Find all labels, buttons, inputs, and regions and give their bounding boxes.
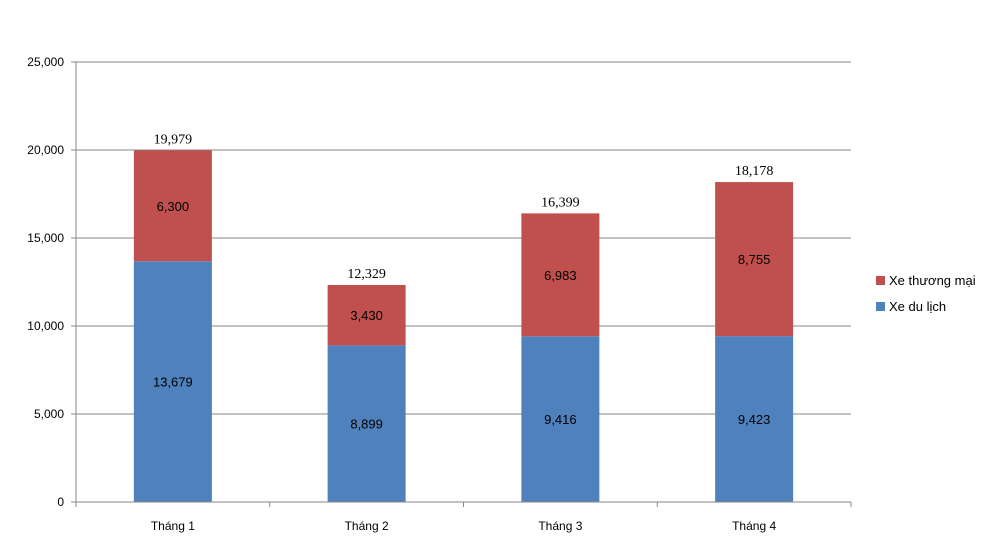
bar-segments xyxy=(133,150,794,502)
legend: Xe thương mại Xe du lịch xyxy=(876,273,976,314)
bar-segment xyxy=(133,261,212,502)
axes xyxy=(75,62,852,507)
legend-label: Xe thương mại xyxy=(889,273,976,288)
y-axis-ticks: 0 5,000 10,000 15,000 20,000 25,000 xyxy=(27,55,76,509)
segment-value-label: 6,983 xyxy=(544,268,577,283)
segment-value-label: 13,679 xyxy=(153,375,193,390)
x-axis-category-label: Tháng 4 xyxy=(732,519,776,533)
bar-segment xyxy=(133,150,212,262)
total-value-label: 12,329 xyxy=(347,267,386,282)
y-tick-label: 5,000 xyxy=(34,407,64,421)
total-value-labels: 19,979 12,329 16,399 18,178 xyxy=(154,132,774,282)
bar-segment xyxy=(715,182,794,337)
segment-value-label: 8,899 xyxy=(350,417,383,432)
legend-swatch xyxy=(876,302,885,311)
x-axis-category-labels: Tháng 1 Tháng 2 Tháng 3 Tháng 4 xyxy=(151,519,777,533)
x-axis-category-label: Tháng 1 xyxy=(151,519,195,533)
segment-value-label: 3,430 xyxy=(350,308,383,323)
y-tick-label: 10,000 xyxy=(27,319,64,333)
segment-value-labels: 13,679 6,300 8,899 3,430 9,416 6,983 9,423 8,75… xyxy=(153,199,770,432)
segment-value-label: 9,423 xyxy=(738,412,771,427)
segment-value-label: 9,416 xyxy=(544,412,577,427)
total-value-label: 18,178 xyxy=(735,164,774,179)
segment-value-label: 8,755 xyxy=(738,252,771,267)
legend-label: Xe du lịch xyxy=(889,299,946,314)
bar-segment xyxy=(715,336,794,502)
y-tick-label: 15,000 xyxy=(27,231,64,245)
total-value-label: 16,399 xyxy=(541,195,580,210)
x-axis-category-label: Tháng 3 xyxy=(538,519,582,533)
bar-segment xyxy=(327,345,406,502)
legend-swatch xyxy=(876,276,885,285)
y-tick-label: 20,000 xyxy=(27,143,64,157)
bar-segment xyxy=(521,336,600,502)
bar-segment xyxy=(327,285,406,346)
segment-value-label: 6,300 xyxy=(157,199,190,214)
y-tick-label: 0 xyxy=(57,495,64,509)
x-axis-category-label: Tháng 2 xyxy=(345,519,389,533)
bar-segment xyxy=(521,213,600,337)
total-value-label: 19,979 xyxy=(154,132,193,147)
y-tick-label: 25,000 xyxy=(27,55,64,69)
